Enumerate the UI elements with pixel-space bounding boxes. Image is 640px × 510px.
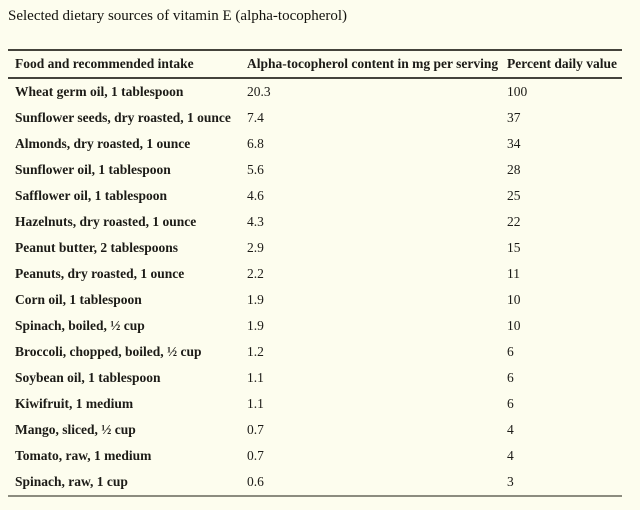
content-cell: 6.8 (247, 136, 264, 151)
table-body: Wheat germ oil, 1 tablespoon 20.3 100 Sunfl… (8, 78, 622, 496)
content-cell: 0.6 (247, 474, 264, 489)
food-cell: Almonds, dry roasted, 1 ounce (15, 136, 191, 151)
content-cell: 2.9 (247, 240, 264, 255)
content-cell: 4.6 (247, 188, 264, 203)
table-row: Kiwifruit, 1 medium 1.1 6 (8, 391, 622, 417)
percent-dv-cell: 4 (507, 448, 514, 463)
table-row: Spinach, raw, 1 cup 0.6 3 (8, 469, 622, 496)
food-cell: Tomato, raw, 1 medium (15, 448, 152, 463)
table-row: Wheat germ oil, 1 tablespoon 20.3 100 (8, 78, 622, 105)
content-cell: 4.3 (247, 214, 264, 229)
table-row: Broccoli, chopped, boiled, ½ cup 1.2 6 (8, 339, 622, 365)
column-header-content: Alpha-tocopherol content in mg per servi… (247, 56, 499, 71)
content-cell: 1.2 (247, 344, 264, 359)
table-row: Safflower oil, 1 tablespoon 4.6 25 (8, 183, 622, 209)
food-cell: Sunflower seeds, dry roasted, 1 ounce (15, 110, 231, 125)
percent-dv-cell: 6 (507, 396, 514, 411)
percent-dv-cell: 100 (507, 84, 528, 99)
percent-dv-cell: 25 (507, 188, 521, 203)
table-row: Sunflower oil, 1 tablespoon 5.6 28 (8, 157, 622, 183)
food-cell: Sunflower oil, 1 tablespoon (15, 162, 171, 177)
vitamin-e-table: Food and recommended intake Alpha-tocoph… (8, 49, 622, 497)
food-cell: Peanut butter, 2 tablespoons (15, 240, 179, 255)
table-row: Peanuts, dry roasted, 1 ounce 2.2 11 (8, 261, 622, 287)
table-row: Spinach, boiled, ½ cup 1.9 10 (8, 313, 622, 339)
table-header: Food and recommended intake Alpha-tocoph… (8, 50, 622, 78)
column-header-percent-dv: Percent daily value (507, 56, 617, 71)
percent-dv-cell: 3 (507, 474, 514, 489)
content-cell: 20.3 (247, 84, 271, 99)
food-cell: Corn oil, 1 tablespoon (15, 292, 142, 307)
percent-dv-cell: 15 (507, 240, 521, 255)
percent-dv-cell: 37 (507, 110, 521, 125)
food-cell: Hazelnuts, dry roasted, 1 ounce (15, 214, 197, 229)
content-cell: 5.6 (247, 162, 264, 177)
content-cell: 1.9 (247, 292, 264, 307)
content-cell: 0.7 (247, 448, 264, 463)
food-cell: Safflower oil, 1 tablespoon (15, 188, 168, 203)
percent-dv-cell: 22 (507, 214, 521, 229)
percent-dv-cell: 6 (507, 344, 514, 359)
table-row: Mango, sliced, ½ cup 0.7 4 (8, 417, 622, 443)
percent-dv-cell: 10 (507, 292, 521, 307)
food-cell: Mango, sliced, ½ cup (15, 422, 136, 437)
table-row: Peanut butter, 2 tablespoons 2.9 15 (8, 235, 622, 261)
table-row: Almonds, dry roasted, 1 ounce 6.8 34 (8, 131, 622, 157)
percent-dv-cell: 6 (507, 370, 514, 385)
table-row: Soybean oil, 1 tablespoon 1.1 6 (8, 365, 622, 391)
table-row: Hazelnuts, dry roasted, 1 ounce 4.3 22 (8, 209, 622, 235)
content-cell: 0.7 (247, 422, 264, 437)
table-row: Tomato, raw, 1 medium 0.7 4 (8, 443, 622, 469)
table-row: Corn oil, 1 tablespoon 1.9 10 (8, 287, 622, 313)
content-cell: 7.4 (247, 110, 264, 125)
header-row: Food and recommended intake Alpha-tocoph… (8, 50, 622, 78)
content-cell: 1.9 (247, 318, 264, 333)
column-header-food: Food and recommended intake (15, 56, 194, 71)
food-cell: Kiwifruit, 1 medium (15, 396, 134, 411)
food-cell: Spinach, boiled, ½ cup (15, 318, 145, 333)
food-cell: Spinach, raw, 1 cup (15, 474, 128, 489)
content-cell: 1.1 (247, 396, 264, 411)
content-cell: 2.2 (247, 266, 264, 281)
percent-dv-cell: 28 (507, 162, 521, 177)
food-cell: Broccoli, chopped, boiled, ½ cup (15, 344, 202, 359)
food-cell: Wheat germ oil, 1 tablespoon (15, 84, 184, 99)
percent-dv-cell: 11 (507, 266, 520, 281)
percent-dv-cell: 4 (507, 422, 514, 437)
food-cell: Soybean oil, 1 tablespoon (15, 370, 161, 385)
page-title: Selected dietary sources of vitamin E (a… (8, 8, 348, 24)
table-row: Sunflower seeds, dry roasted, 1 ounce 7.4… (8, 105, 622, 131)
content-cell: 1.1 (247, 370, 264, 385)
percent-dv-cell: 34 (507, 136, 521, 151)
percent-dv-cell: 10 (507, 318, 521, 333)
food-cell: Peanuts, dry roasted, 1 ounce (15, 266, 185, 281)
